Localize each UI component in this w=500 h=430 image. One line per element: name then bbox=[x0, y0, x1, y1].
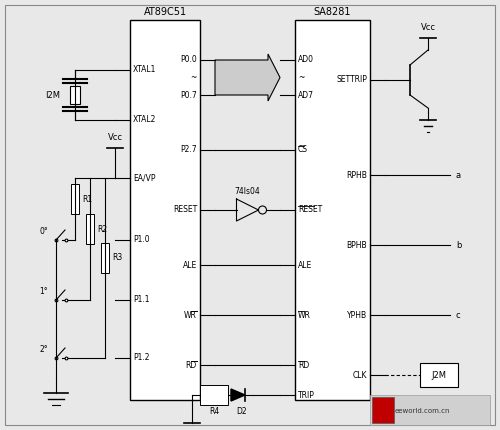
Text: ALE: ALE bbox=[183, 261, 197, 270]
Bar bbox=[130, 20, 200, 400]
Text: RESET: RESET bbox=[298, 206, 322, 215]
Text: P1.2: P1.2 bbox=[133, 353, 150, 362]
Text: RPHB: RPHB bbox=[346, 171, 367, 179]
Text: AD7: AD7 bbox=[298, 90, 314, 99]
Text: CS: CS bbox=[298, 145, 308, 154]
Text: P1.0: P1.0 bbox=[133, 236, 150, 245]
Text: a: a bbox=[456, 171, 461, 179]
Text: XTAL1: XTAL1 bbox=[133, 65, 156, 74]
Text: 2°: 2° bbox=[40, 345, 48, 354]
Text: SETTRIP: SETTRIP bbox=[336, 76, 367, 85]
Text: ~: ~ bbox=[298, 73, 304, 82]
Text: R4: R4 bbox=[209, 406, 219, 415]
Text: I2M: I2M bbox=[46, 90, 60, 99]
Bar bbox=[200, 385, 228, 405]
Bar bbox=[295, 20, 370, 400]
Bar bbox=[86, 214, 94, 244]
Text: P2.7: P2.7 bbox=[180, 145, 197, 154]
Text: XTAL2: XTAL2 bbox=[133, 116, 156, 125]
Text: P0.0: P0.0 bbox=[180, 55, 197, 64]
Text: Vcc: Vcc bbox=[108, 133, 122, 142]
Text: b: b bbox=[456, 240, 462, 249]
Text: P0.7: P0.7 bbox=[180, 90, 197, 99]
Bar bbox=[101, 243, 109, 273]
Text: c: c bbox=[456, 310, 460, 319]
Text: R1: R1 bbox=[82, 194, 92, 203]
Text: EA/VP: EA/VP bbox=[133, 173, 156, 182]
Polygon shape bbox=[231, 389, 245, 401]
Bar bbox=[71, 184, 79, 214]
Text: RD: RD bbox=[186, 360, 197, 369]
Text: D2: D2 bbox=[236, 406, 248, 415]
Text: TRIP: TRIP bbox=[298, 390, 315, 399]
Text: AD0: AD0 bbox=[298, 55, 314, 64]
Text: BPHB: BPHB bbox=[346, 240, 367, 249]
Text: R2: R2 bbox=[97, 224, 107, 233]
Text: SA8281: SA8281 bbox=[314, 7, 351, 17]
Text: ALE: ALE bbox=[298, 261, 312, 270]
Text: CLK: CLK bbox=[352, 371, 367, 380]
Text: 0°: 0° bbox=[39, 227, 48, 236]
Text: AT89C51: AT89C51 bbox=[144, 7, 186, 17]
Text: 74ls04: 74ls04 bbox=[234, 187, 260, 196]
Text: Vcc: Vcc bbox=[420, 24, 436, 33]
Text: WR: WR bbox=[184, 310, 197, 319]
Text: RESET: RESET bbox=[173, 206, 197, 215]
Bar bbox=[372, 397, 394, 423]
Text: WR: WR bbox=[298, 310, 311, 319]
Text: 1°: 1° bbox=[40, 288, 48, 297]
Bar bbox=[420, 363, 458, 387]
Text: ~: ~ bbox=[190, 73, 197, 82]
Text: J2M: J2M bbox=[432, 371, 446, 380]
Text: RD: RD bbox=[298, 360, 309, 369]
Text: R3: R3 bbox=[112, 254, 122, 262]
Bar bbox=[70, 86, 80, 104]
Text: P1.1: P1.1 bbox=[133, 295, 150, 304]
Polygon shape bbox=[215, 54, 280, 101]
Text: YPHB: YPHB bbox=[347, 310, 367, 319]
Bar bbox=[370, 395, 490, 425]
Text: eeworld.com.cn: eeworld.com.cn bbox=[395, 408, 450, 414]
